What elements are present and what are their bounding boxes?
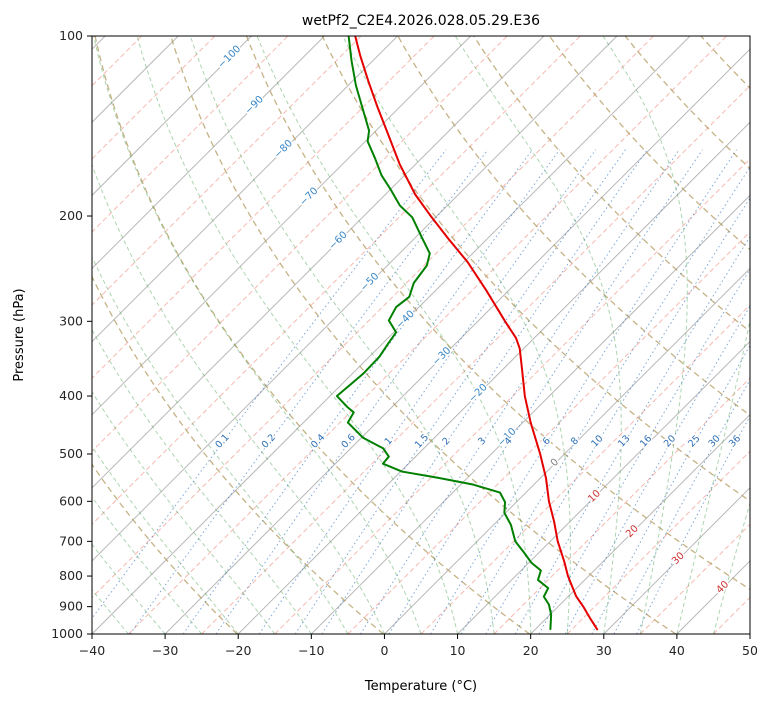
x-tick-label: 0 xyxy=(380,643,388,658)
svg-text:8: 8 xyxy=(569,435,581,447)
svg-text:0.4: 0.4 xyxy=(309,432,327,451)
x-tick-label: −30 xyxy=(152,643,178,658)
svg-text:0.6: 0.6 xyxy=(339,432,357,451)
svg-text:25: 25 xyxy=(686,433,702,449)
svg-text:30: 30 xyxy=(706,433,722,449)
background-grid xyxy=(92,36,750,634)
y-tick-label: 700 xyxy=(59,533,83,548)
y-tick-label: 200 xyxy=(59,208,83,223)
x-tick-label: −20 xyxy=(225,643,251,658)
svg-text:−100: −100 xyxy=(216,44,243,71)
chart-title: wetPf2_C2E4.2026.028.05.29.E36 xyxy=(301,13,541,29)
svg-text:0.1: 0.1 xyxy=(213,432,231,451)
x-tick-label: 10 xyxy=(450,643,466,658)
sounding-profiles xyxy=(335,36,599,631)
y-tick-label: 800 xyxy=(59,568,83,583)
svg-text:20: 20 xyxy=(662,433,678,449)
plot-frame xyxy=(91,35,751,635)
temperature-profile-line xyxy=(354,36,599,631)
x-axis-title: Temperature (°C) xyxy=(364,679,478,694)
x-tick-label: 40 xyxy=(669,643,685,658)
svg-text:6: 6 xyxy=(541,435,553,447)
x-tick-label: 30 xyxy=(596,643,612,658)
y-tick-label: 1000 xyxy=(51,626,83,641)
axes: −40 −30 −20 −10 0 10 20 30 40 5010020030040050060… xyxy=(51,28,758,658)
x-tick-label: −40 xyxy=(79,643,105,658)
svg-text:2: 2 xyxy=(440,435,452,447)
grid-labels: −100−90−80−70−60−50−40−30−20−10010203040… xyxy=(212,42,745,597)
x-tick-label: 20 xyxy=(523,643,539,658)
y-tick-label: 500 xyxy=(59,446,83,461)
y-tick-label: 100 xyxy=(59,28,83,43)
svg-text:10: 10 xyxy=(589,433,605,449)
svg-text:16: 16 xyxy=(638,433,654,449)
svg-text:0.2: 0.2 xyxy=(260,432,278,451)
x-tick-label: 50 xyxy=(742,643,758,658)
y-axis-title: Pressure (hPa) xyxy=(12,288,27,382)
y-tick-label: 400 xyxy=(59,388,83,403)
y-tick-label: 300 xyxy=(59,313,83,328)
y-tick-label: 600 xyxy=(59,493,83,508)
x-tick-label: −10 xyxy=(298,643,324,658)
svg-text:13: 13 xyxy=(616,433,632,449)
dewpoint-profile-line xyxy=(335,36,553,631)
y-tick-label: 900 xyxy=(59,599,83,614)
